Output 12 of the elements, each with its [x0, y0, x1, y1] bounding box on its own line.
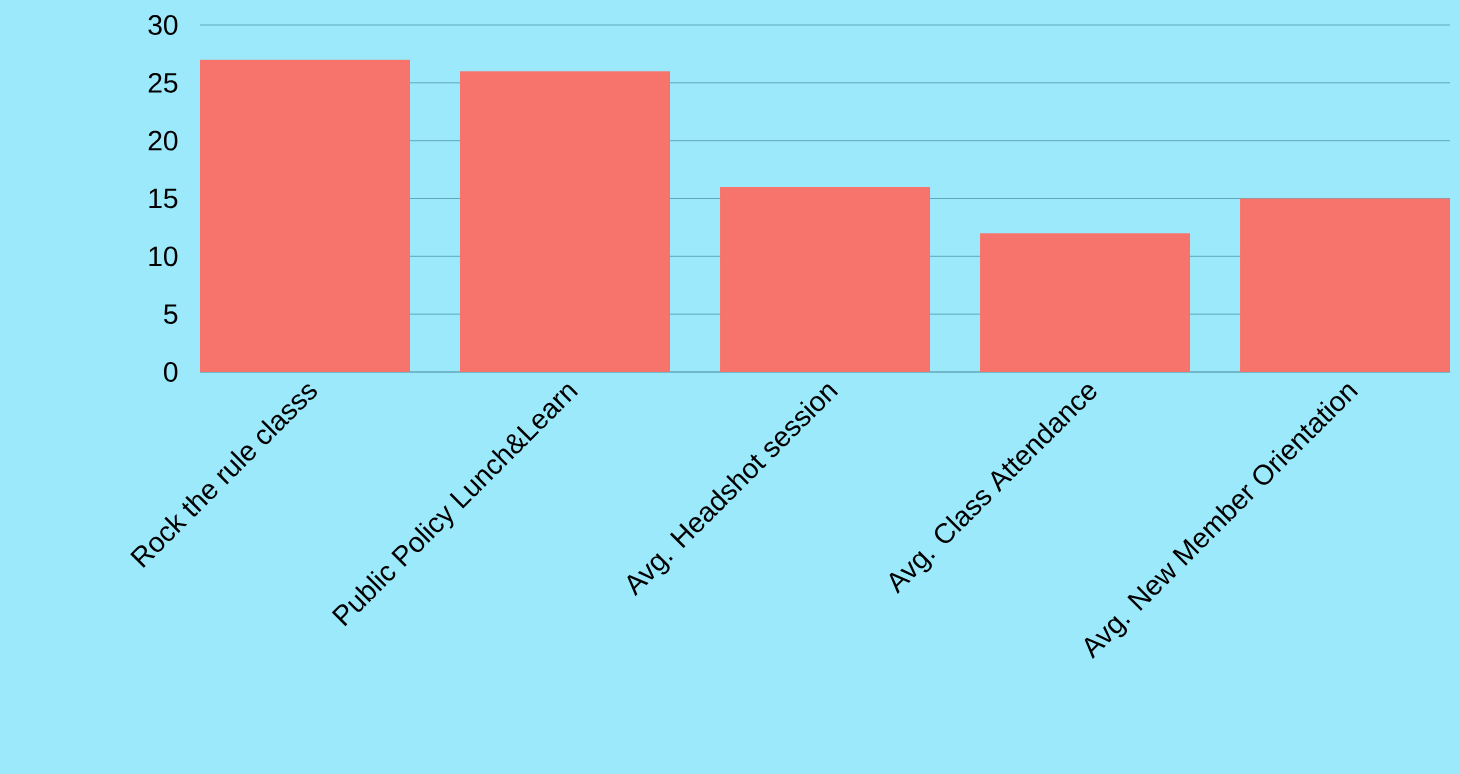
bar	[720, 186, 931, 372]
y-tick-label: 20	[148, 130, 178, 151]
y-tick-label: 30	[148, 15, 178, 35]
y-tick-label: 15	[149, 188, 178, 209]
bar	[980, 233, 1191, 372]
y-tick-label: 0	[164, 362, 178, 382]
bar	[200, 59, 411, 372]
y-tick-label: 25	[148, 72, 178, 93]
y-tick-label: 5	[164, 304, 178, 324]
bar	[460, 71, 671, 372]
y-tick-label: 10	[149, 246, 178, 267]
bar	[1240, 198, 1451, 372]
